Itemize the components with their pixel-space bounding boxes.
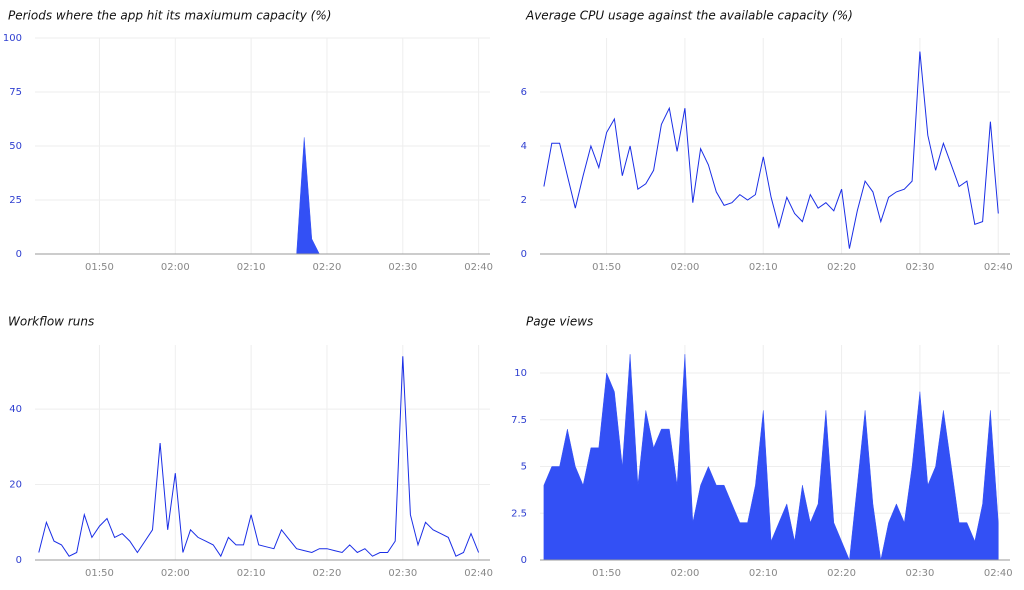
x-tick-label: 02:10 bbox=[749, 262, 778, 273]
chart-title: Page views bbox=[526, 315, 593, 329]
x-tick-label: 02:20 bbox=[827, 262, 856, 273]
y-tick-label: 7.5 bbox=[511, 415, 527, 426]
x-tick-label: 02:10 bbox=[237, 568, 266, 579]
x-tick-label: 02:30 bbox=[906, 568, 935, 579]
x-tick-label: 02:00 bbox=[671, 568, 700, 579]
x-tick-label: 02:30 bbox=[906, 262, 935, 273]
y-tick-label: 10 bbox=[514, 368, 527, 379]
x-tick-label: 02:30 bbox=[388, 262, 417, 273]
chart-title: Periods where the app hit its maxiumum c… bbox=[8, 9, 331, 23]
y-tick-label: 0 bbox=[521, 555, 527, 566]
x-tick-label: 02:40 bbox=[464, 568, 493, 579]
y-tick-label: 2.5 bbox=[511, 508, 527, 519]
y-tick-label: 100 bbox=[3, 33, 22, 44]
area bbox=[543, 354, 999, 561]
x-tick-label: 02:00 bbox=[671, 262, 700, 273]
y-tick-label: 50 bbox=[9, 141, 22, 152]
y-tick-label: 40 bbox=[9, 404, 22, 415]
x-tick-label: 01:50 bbox=[592, 262, 621, 273]
y-tick-label: 0 bbox=[16, 555, 22, 566]
line bbox=[543, 51, 999, 249]
x-tick-label: 02:00 bbox=[161, 568, 190, 579]
chart-title: Workflow runs bbox=[8, 315, 94, 329]
y-tick-label: 4 bbox=[521, 141, 527, 152]
x-tick-label: 02:40 bbox=[984, 262, 1013, 273]
x-tick-label: 01:50 bbox=[85, 568, 114, 579]
x-tick-label: 02:10 bbox=[237, 262, 266, 273]
x-tick-label: 01:50 bbox=[592, 568, 621, 579]
chart-title: Average CPU usage against the available … bbox=[525, 9, 853, 23]
y-tick-label: 5 bbox=[521, 462, 527, 473]
x-tick-label: 02:00 bbox=[161, 262, 190, 273]
x-tick-label: 01:50 bbox=[85, 262, 114, 273]
x-tick-label: 02:30 bbox=[388, 568, 417, 579]
area bbox=[38, 137, 479, 255]
x-tick-label: 02:10 bbox=[749, 568, 778, 579]
x-tick-label: 02:20 bbox=[313, 262, 342, 273]
x-tick-label: 02:40 bbox=[464, 262, 493, 273]
x-tick-label: 02:20 bbox=[313, 568, 342, 579]
y-tick-label: 75 bbox=[9, 87, 22, 98]
y-tick-label: 25 bbox=[9, 195, 22, 206]
y-tick-label: 20 bbox=[9, 480, 22, 491]
line bbox=[38, 356, 480, 558]
y-tick-label: 0 bbox=[521, 249, 527, 260]
y-tick-label: 0 bbox=[16, 249, 22, 260]
y-tick-label: 2 bbox=[521, 195, 527, 206]
y-tick-label: 6 bbox=[521, 87, 527, 98]
x-tick-label: 02:40 bbox=[984, 568, 1013, 579]
x-tick-label: 02:20 bbox=[827, 568, 856, 579]
